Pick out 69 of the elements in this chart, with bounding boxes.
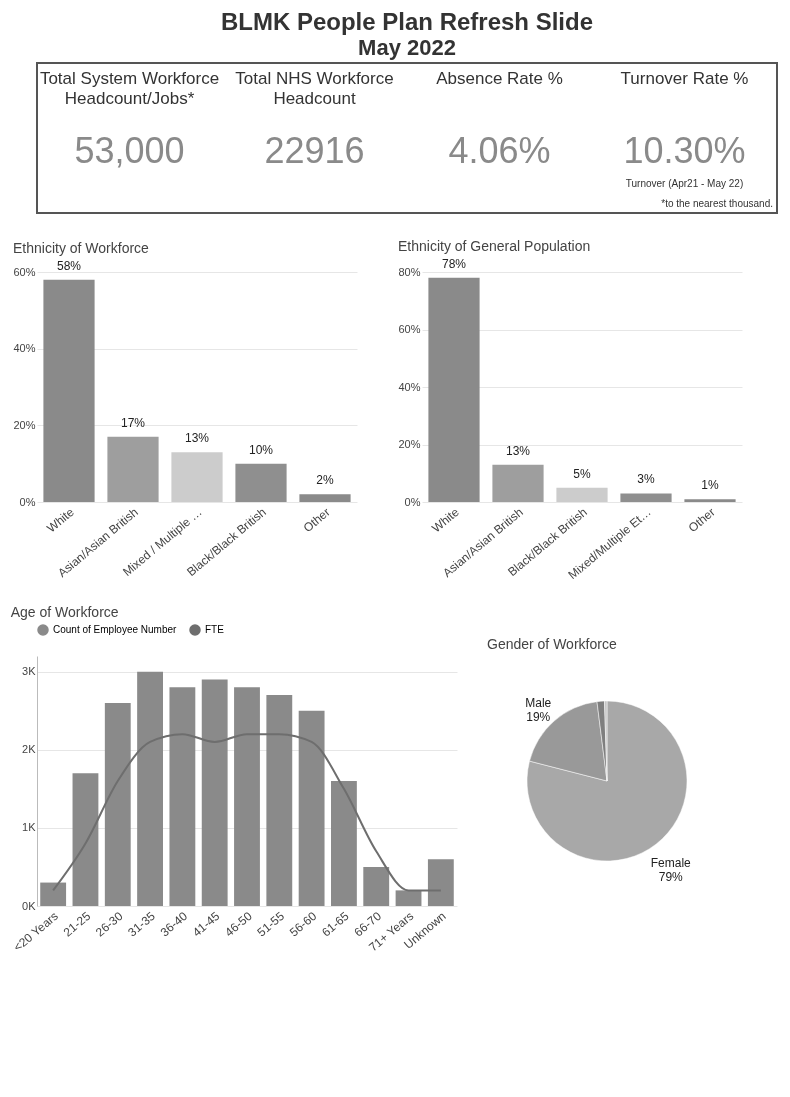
- bar: [40, 882, 67, 906]
- chart-title: Ethnicity of Workforce: [12, 239, 150, 256]
- y-tick-label: 20%: [13, 418, 36, 431]
- y-tick-label: 20%: [398, 438, 421, 450]
- bar: [556, 487, 608, 502]
- text: Turnover (Apr21 - May 22): [625, 178, 744, 189]
- text: BLMK People Plan Refresh Slide: [220, 8, 594, 35]
- text: Total NHS Workforce Headcount: [235, 69, 394, 108]
- y-tick-label: 0K: [22, 899, 37, 912]
- bar: [43, 279, 95, 502]
- y-tick-label: 0%: [19, 495, 36, 508]
- y-tick-label: 1K: [22, 821, 37, 834]
- bar: [266, 695, 293, 906]
- bar: [201, 679, 228, 906]
- bar: [298, 710, 325, 906]
- text: 10.30%: [623, 130, 746, 171]
- text: 22916: [264, 130, 365, 171]
- bar: [492, 464, 544, 502]
- slice-label: Male: [525, 695, 552, 710]
- data-label: 10%: [248, 442, 274, 457]
- data-label: 79%: [658, 870, 684, 885]
- data-label: 13%: [184, 431, 210, 446]
- y-tick-label: 80%: [398, 265, 421, 278]
- data-label: 13%: [505, 443, 531, 458]
- data-label: 17%: [120, 415, 146, 430]
- data-label: 78%: [441, 256, 467, 271]
- data-label: 1%: [701, 478, 719, 493]
- bar: [137, 671, 163, 906]
- data-label: 3%: [637, 472, 655, 487]
- legend-label: Count of Employee Number: [53, 624, 178, 635]
- bar: [299, 494, 351, 502]
- text: 53,000: [74, 130, 185, 171]
- data-label: 58%: [56, 258, 82, 273]
- bar: [169, 687, 196, 906]
- bar: [107, 436, 159, 502]
- bar: [104, 702, 131, 906]
- y-tick-label: 2K: [22, 743, 37, 756]
- data-label: 19%: [526, 709, 551, 724]
- text: Absence Rate %: [436, 69, 563, 88]
- bar: [427, 859, 454, 906]
- data-label: 2%: [316, 473, 334, 488]
- bar: [363, 866, 390, 906]
- y-tick-label: 60%: [13, 265, 36, 278]
- bar: [684, 499, 736, 502]
- y-tick-label: 40%: [13, 342, 36, 355]
- slice-label: Female: [650, 856, 692, 871]
- y-tick-label: 3K: [22, 665, 37, 678]
- bar: [171, 452, 223, 502]
- text: Total System Workforce Headcount/Jobs*: [39, 69, 220, 108]
- text: 4.06%: [448, 130, 551, 171]
- y-tick-label: 40%: [398, 380, 421, 393]
- bar: [395, 890, 422, 906]
- chart-title: Age of Workforce: [10, 604, 119, 620]
- legend-label: FTE: [205, 624, 225, 635]
- y-tick-label: 0%: [404, 495, 421, 508]
- text: May 2022: [358, 35, 456, 60]
- bar: [72, 773, 99, 906]
- bar: [235, 463, 287, 502]
- line-series: [52, 733, 442, 892]
- bar: [620, 493, 672, 502]
- chart-title: Ethnicity of General Population: [397, 237, 591, 254]
- text: Turnover Rate %: [620, 69, 749, 88]
- bar: [234, 687, 260, 906]
- y-tick-label: 60%: [398, 323, 421, 335]
- data-label: 5%: [573, 466, 591, 481]
- bar: [331, 781, 357, 906]
- bar: [428, 277, 480, 502]
- text: *to the nearest thousand.: [661, 198, 773, 209]
- chart-title: Gender of Workforce: [487, 636, 617, 652]
